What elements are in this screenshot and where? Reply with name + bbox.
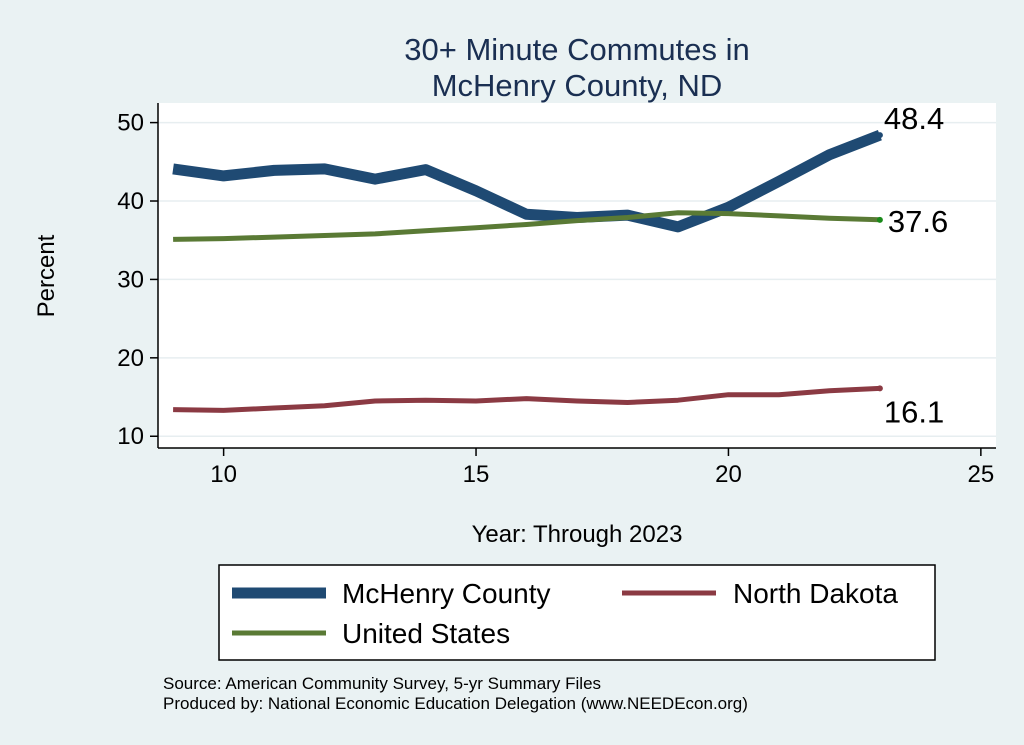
series-line-united-states [173,210,880,242]
y-tick-label-30: 30 [117,266,144,293]
end-point-mchenry-county [876,132,883,139]
end-labels: 48.4 16.1 37.6 [884,101,948,429]
legend: McHenry County North Dakota United State… [218,564,936,661]
y-tick-label-10: 10 [117,423,144,450]
series-line-north-dakota [173,385,881,413]
x-tick-label-15: 15 [463,461,490,488]
x-axis-title: Year: Through 2023 [472,521,683,548]
series-line-mchenry-county [172,129,882,233]
legend-box [218,564,936,661]
y-axis-title: Percent [33,234,60,317]
end-label-mchenry-county: 48.4 [884,101,944,136]
x-tick-label-10: 10 [210,461,237,488]
grid [158,121,996,437]
x-tick-label-20: 20 [715,461,742,488]
plot-area [158,103,996,448]
chart-title-line-2: McHenry County, ND [432,68,723,103]
end-label-united-states: 37.6 [888,204,948,239]
legend-label-united-states: United States [342,618,510,649]
x-ticks: 10 15 20 25 [210,448,994,488]
source-note: Source: American Community Survey, 5-yr … [163,674,601,693]
legend-label-mchenry-county: McHenry County [342,578,551,609]
end-label-north-dakota: 16.1 [884,394,944,429]
series-lines [172,129,883,413]
y-ticks: 10 20 30 40 50 [117,110,158,450]
chart-title-line-1: 30+ Minute Commutes in [404,32,749,67]
y-tick-label-20: 20 [117,345,144,372]
legend-label-north-dakota: North Dakota [733,578,898,609]
end-point-united-states [876,216,883,223]
producer-note: Produced by: National Economic Education… [163,694,748,713]
end-point-north-dakota [876,385,883,392]
y-tick-label-50: 50 [117,110,144,137]
y-tick-label-40: 40 [117,188,144,215]
x-tick-label-25: 25 [968,461,995,488]
